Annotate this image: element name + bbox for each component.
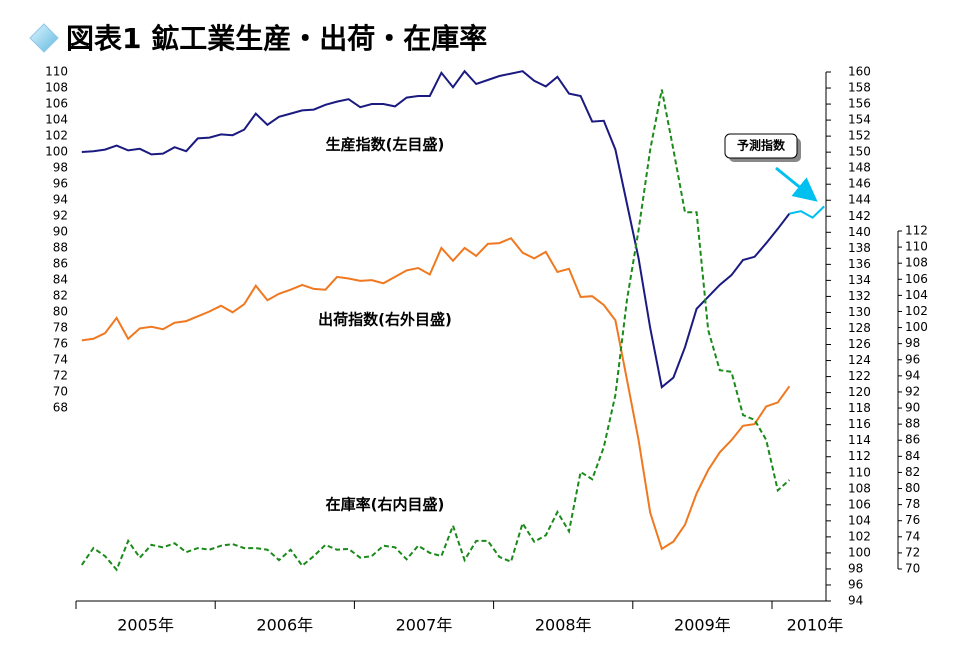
y2-tick-label: 130 <box>848 305 871 319</box>
y2-tick-label: 98 <box>848 561 863 575</box>
y2-tick-label: 158 <box>848 81 871 95</box>
y2-tick-label: 146 <box>848 177 871 191</box>
y2-tick-label: 138 <box>848 241 871 255</box>
y2-tick-label: 160 <box>848 65 871 79</box>
x-group-label: 2006年 <box>256 616 313 635</box>
y2-tick-label: 118 <box>848 401 871 415</box>
y-tick-label: 84 <box>53 273 68 287</box>
y2-tick-label: 136 <box>848 257 871 271</box>
x-group-label: 2007年 <box>396 616 453 635</box>
y3-tick-label: 72 <box>905 545 920 559</box>
y2-tick-label: 132 <box>848 289 871 303</box>
y2-tick-label: 106 <box>848 497 871 511</box>
y2-tick-label: 104 <box>848 513 871 527</box>
y3-tick-label: 96 <box>905 352 920 366</box>
series-line <box>81 69 791 390</box>
y2-tick-label: 150 <box>848 145 871 159</box>
y-tick-label: 108 <box>45 81 68 95</box>
y-tick-label: 102 <box>45 129 68 143</box>
y3-tick-label: 84 <box>905 449 920 463</box>
y2-tick-label: 156 <box>848 97 871 111</box>
y-tick-label: 98 <box>53 161 68 175</box>
y-tick-label: 76 <box>53 337 68 351</box>
y2-tick-label: 126 <box>848 337 871 351</box>
y-tick-label: 104 <box>45 113 68 127</box>
y2-tick-label: 100 <box>848 545 871 559</box>
y3-tick-label: 94 <box>905 368 920 382</box>
y3-tick-label: 104 <box>905 288 928 302</box>
y-tick-label: 80 <box>53 305 68 319</box>
y3-tick-label: 102 <box>905 304 928 318</box>
y-tick-label: 96 <box>53 177 68 191</box>
y3-tick-label: 82 <box>905 465 920 479</box>
chart-title: 図表1 鉱工業生産・出荷・在庫率 <box>66 22 487 55</box>
y2-tick-label: 120 <box>848 385 871 399</box>
y2-tick-label: 142 <box>848 209 871 223</box>
y-tick-label: 78 <box>53 321 68 335</box>
y3-tick-label: 106 <box>905 272 928 286</box>
y-tick-label: 90 <box>53 225 68 239</box>
y3-tick-label: 76 <box>905 513 920 527</box>
y2-tick-label: 144 <box>848 193 871 207</box>
y2-tick-label: 140 <box>848 225 871 239</box>
annotation: 在庫率(右内目盛) <box>326 496 445 514</box>
y3-tick-label: 78 <box>905 497 920 511</box>
x-group-label: 2009年 <box>674 616 731 635</box>
series-line <box>81 236 791 551</box>
y3-tick-label: 86 <box>905 433 920 447</box>
callout-box <box>724 133 798 159</box>
y3-tick-label: 110 <box>905 240 928 254</box>
y-tick-label: 86 <box>53 257 68 271</box>
y2-tick-label: 110 <box>848 465 871 479</box>
title-icon <box>29 23 59 53</box>
x-group-label: 2005年 <box>117 616 174 635</box>
y3-tick-label: 108 <box>905 256 928 270</box>
y2-tick-label: 134 <box>848 273 871 287</box>
y3-tick-label: 92 <box>905 384 920 398</box>
annotation: 出荷指数(右外目盛) <box>318 311 452 329</box>
y-tick-label: 74 <box>53 353 68 367</box>
callout-text: 予測指数 <box>737 138 786 153</box>
y2-tick-label: 102 <box>848 529 871 543</box>
y2-tick-label: 116 <box>848 417 871 431</box>
y-tick-label: 92 <box>53 209 68 223</box>
annotation: 生産指数(左目盛) <box>326 136 445 154</box>
y-tick-label: 68 <box>53 401 68 415</box>
y2-tick-label: 112 <box>848 449 871 463</box>
y2-tick-label: 124 <box>848 353 871 367</box>
y3-tick-label: 70 <box>905 562 920 576</box>
y2-tick-label: 108 <box>848 481 871 495</box>
y3-tick-label: 88 <box>905 417 920 431</box>
y3-tick-label: 74 <box>905 529 920 543</box>
y2-tick-label: 154 <box>848 113 871 127</box>
y-tick-label: 100 <box>45 145 68 159</box>
y3-tick-label: 100 <box>905 320 928 334</box>
y2-tick-label: 96 <box>848 577 863 591</box>
y-tick-label: 94 <box>53 193 68 207</box>
y-tick-label: 82 <box>53 289 68 303</box>
y-tick-label: 110 <box>45 65 68 79</box>
x-group-label: 2010年 <box>787 616 844 635</box>
series-line <box>789 205 825 219</box>
y-tick-label: 88 <box>53 241 68 255</box>
y2-tick-label: 94 <box>848 594 863 608</box>
y3-tick-label: 80 <box>905 481 920 495</box>
y3-tick-label: 112 <box>905 224 928 238</box>
y3-tick-label: 90 <box>905 401 920 415</box>
y2-tick-label: 128 <box>848 321 871 335</box>
callout-arrow <box>775 166 818 202</box>
series-line <box>80 89 791 572</box>
y-tick-label: 72 <box>53 369 68 383</box>
y2-tick-label: 148 <box>848 161 871 175</box>
y-tick-label: 106 <box>45 97 68 111</box>
y-tick-label: 70 <box>53 385 68 399</box>
y2-tick-label: 114 <box>848 433 871 447</box>
y2-tick-label: 152 <box>848 129 871 143</box>
x-group-label: 2008年 <box>535 616 592 635</box>
y2-tick-label: 122 <box>848 369 871 383</box>
y3-tick-label: 98 <box>905 336 920 350</box>
